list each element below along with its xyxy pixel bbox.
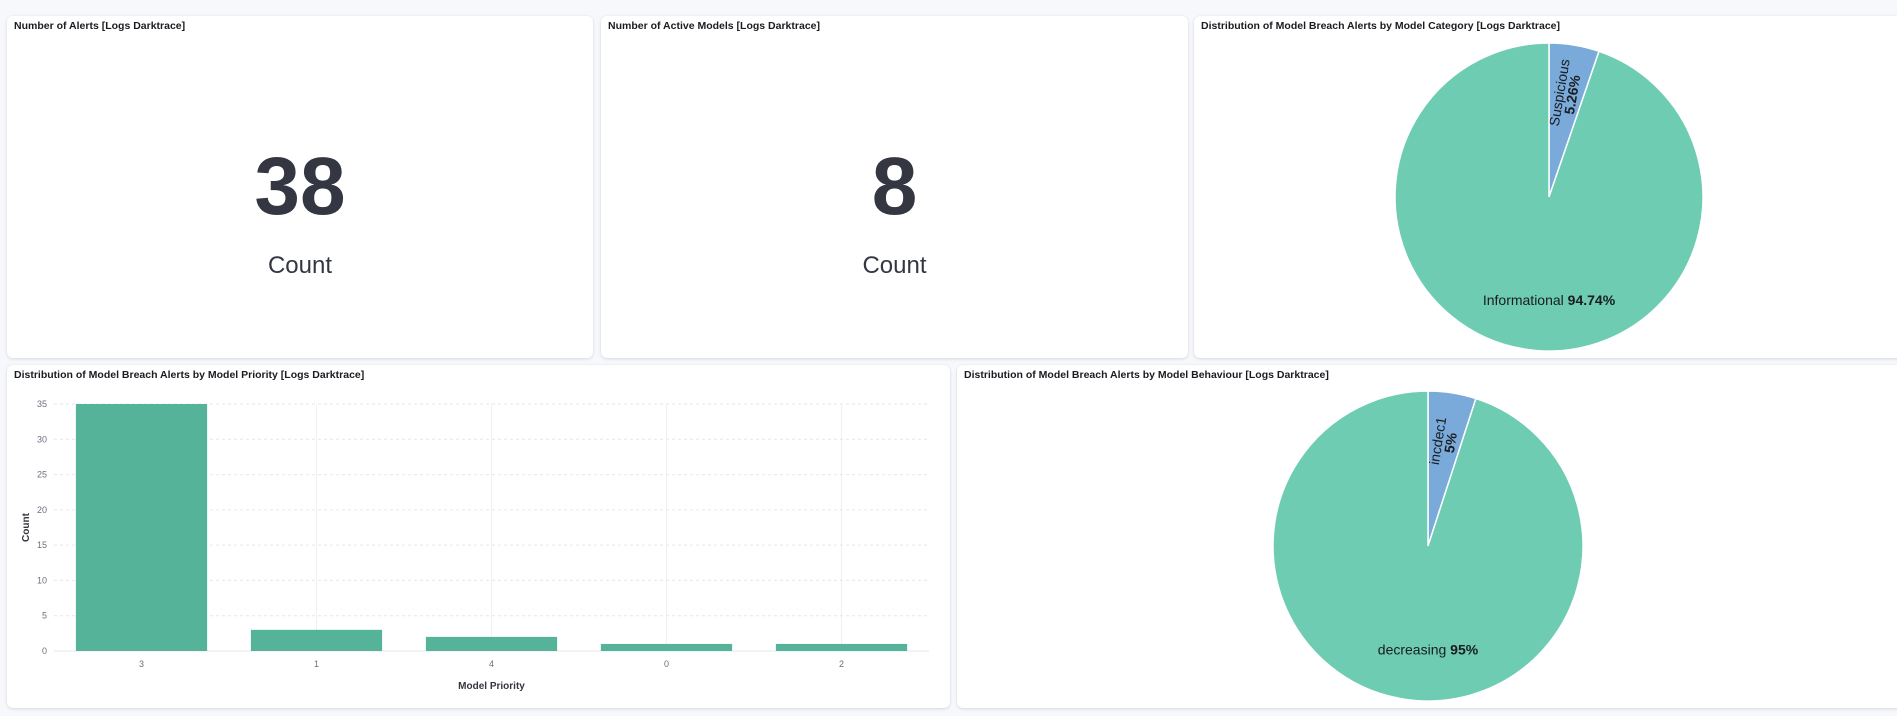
slice-label-percent: 95% — [1450, 642, 1479, 658]
panel-title: Number of Active Models [Logs Darktrace] — [608, 20, 820, 32]
panel-title: Distribution of Model Breach Alerts by M… — [14, 369, 365, 381]
bar-1 — [250, 629, 383, 651]
y-tick-label: 20 — [37, 505, 47, 515]
slice-label: Informational 94.74% — [1483, 292, 1616, 308]
y-tick-label: 30 — [37, 434, 47, 444]
pie-slice — [1394, 42, 1704, 352]
x-tick-label: 0 — [664, 659, 669, 669]
category-pie-chart: Suspicious5.26%Informational 94.74% — [1394, 42, 1704, 352]
priority-bar-panel: Distribution of Model Breach Alerts by M… — [7, 365, 950, 708]
slice-label: incdec15% — [1426, 416, 1462, 468]
alerts-panel: Number of Alerts [Logs Darktrace] 38 Cou… — [7, 16, 593, 358]
y-tick-label: 35 — [37, 399, 47, 409]
slice-label-name: decreasing — [1378, 642, 1450, 658]
y-tick-label: 15 — [37, 540, 47, 550]
alerts-count-value: 38 — [254, 141, 346, 232]
slice-label-name: Informational — [1483, 292, 1568, 308]
y-tick-label: 25 — [37, 470, 47, 480]
bar-4 — [425, 636, 558, 651]
slice-label: decreasing 95% — [1378, 642, 1479, 658]
y-axis-label: Count — [21, 512, 32, 542]
x-tick-label: 3 — [139, 659, 144, 669]
y-tick-label: 0 — [42, 646, 47, 656]
bar-2 — [775, 643, 908, 651]
category-pie-panel: Distribution of Model Breach Alerts by M… — [1194, 16, 1897, 358]
x-tick-label: 4 — [489, 659, 494, 669]
panel-title: Distribution of Model Breach Alerts by M… — [964, 369, 1329, 381]
bar-3 — [75, 404, 208, 651]
panel-title: Number of Alerts [Logs Darktrace] — [14, 20, 186, 32]
panel-title: Distribution of Model Breach Alerts by M… — [1201, 20, 1560, 32]
behaviour-pie-chart: incdec15% decreasing 95% — [1272, 390, 1584, 702]
active-models-panel: Number of Active Models [Logs Darktrace]… — [601, 16, 1188, 358]
slice-label-percent: 5% — [1441, 431, 1460, 454]
x-tick-label: 2 — [839, 659, 844, 669]
bar-0 — [600, 643, 733, 651]
slice-label-percent: 5.26% — [1561, 73, 1583, 115]
y-tick-label: 10 — [37, 575, 47, 585]
x-axis-label: Model Priority — [458, 681, 525, 692]
behaviour-pie-panel: Distribution of Model Breach Alerts by M… — [957, 365, 1897, 708]
models-count-label: Count — [862, 252, 927, 279]
pie-slice — [1272, 390, 1584, 702]
slice-label-name: incdec1 — [1426, 416, 1449, 466]
x-tick-label: 1 — [314, 659, 319, 669]
priority-bar-chart: 0 5 10 15 20 25 30 35 3 1 4 0 2 Model Priority Count — [21, 399, 929, 692]
y-tick-label: 5 — [42, 611, 47, 621]
slice-label-percent: 94.74% — [1568, 292, 1616, 308]
models-count-value: 8 — [871, 141, 918, 232]
alerts-count-label: Count — [267, 252, 333, 279]
